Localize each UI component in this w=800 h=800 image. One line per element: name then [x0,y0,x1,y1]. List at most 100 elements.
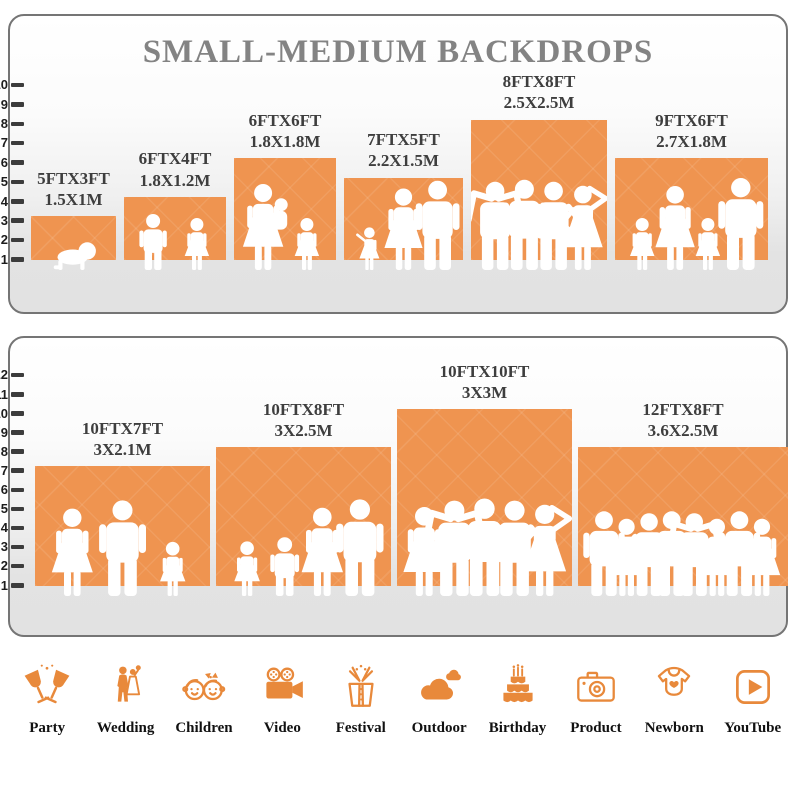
axis-tick-label: 1 [0,577,8,593]
backdrop-bar-12ftx8ft: 12FTX8FT 3.6X2.5M [578,400,788,596]
bar-size-ft: 6FTX6FT [248,110,322,130]
person-man [336,499,384,596]
axis-tick-label: 9 [0,96,8,112]
axis-tick-label: 3 [0,212,8,228]
axis-tick-label: 1 [0,251,8,267]
person-girl [160,541,186,596]
axis-tick [11,179,24,185]
category-label: Video [263,720,301,736]
person-woman-armup [559,185,607,270]
category-label: Wedding [96,720,155,736]
person-toddler [356,227,380,270]
axis-tick-label: 10 [0,77,8,93]
bar-size-m: 1.8X1.2M [139,170,211,190]
person-woman [655,186,695,270]
people-silhouettes [403,498,572,596]
axis-tick [11,82,24,88]
person-woman [301,507,343,596]
axis-tick-label: 8 [0,443,8,459]
axis-tick-label: 7 [0,135,8,151]
axis-tick [11,160,24,165]
people-silhouettes [471,179,607,270]
bar-size-m: 3X2.1M [93,440,152,460]
people-silhouettes [630,178,764,270]
children-icon [182,672,226,701]
bar-size-label: 10FTX10FT 3X3M [440,361,530,404]
axis-tick [11,430,24,435]
axis-tick-label: 6 [0,154,8,170]
large-panel: 123456789101112 10FTX7FT3X2.1M10FTX8FT3X… [0,336,788,637]
bar-size-label: 8FTX8FT 2.5X2.5M [503,71,576,114]
bar-size-m: 3X3M [461,382,508,402]
axis-tick-label: 10 [0,405,8,421]
axis-tick [11,199,24,204]
person-girl [695,218,721,270]
axis-tick [11,487,24,492]
bar-size-ft: 10FTX7FT [81,418,164,438]
person-woman [384,188,423,270]
axis-tick [11,525,24,531]
axis-tick-label: 7 [0,462,8,478]
category-party: Party [10,662,84,737]
bar-size-label: 9FTX6FT 2.7X1.8M [655,110,728,153]
axis-tick [11,583,24,588]
page-title: SMALL-MEDIUM BACKDROPS [142,34,654,70]
axis-tick [11,237,24,243]
backdrop-bar-8ftx8ft: 8FTX8FT 2.5X2.5M [471,72,607,270]
axis-tick-label: 11 [0,386,8,402]
axis-tick-label: 5 [0,174,8,190]
bar-size-ft: 7FTX5FT [367,130,440,150]
category-newborn: Newborn [637,662,711,737]
category-youtube: YouTube [716,662,790,737]
axis-tick [11,506,24,512]
person-woman [51,508,93,596]
category-icon-row: Party Wedding [8,662,792,737]
bar-size-label: 5FTX3FT 1.5X1M [37,168,110,211]
people-silhouettes [583,511,781,596]
people-silhouettes [139,214,210,270]
axis-tick [11,372,24,378]
category-birthday: Birthday [481,662,555,737]
axis-tick [11,411,24,416]
bar-size-ft: 5FTX3FT [37,168,110,188]
backdrop-bar-6ftx6ft: 6FTX6FT 1.8X1.8M [234,111,336,270]
person-woman [403,507,446,596]
person-man [718,178,764,270]
bar-size-m: 1.8X1.8M [249,131,321,151]
bar-size-ft: 12FTX8FT [642,399,724,419]
wedding-icon [116,665,141,702]
youtube-icon [735,670,770,704]
bar-size-m: 2.2X1.5M [368,151,439,171]
axis-tick [11,449,24,454]
axis-tick-label: 3 [0,539,8,555]
axis-tick-label: 12 [0,367,8,383]
backdrop-bar-7ftx5ft: 7FTX5FT 2.2X1.5M [344,130,463,270]
person-girl [184,218,210,270]
people-silhouettes [51,500,186,596]
category-outdoor: Outdoor [402,662,476,737]
bar-size-m: 3X2.5M [274,421,333,441]
axis-tick [11,392,24,397]
axis-tick-label: 9 [0,424,8,440]
small-medium-panel: SMALL-MEDIUM BACKDROPS 1 2 3 4 5 6 7 8 9 10 5FTX3… [0,14,788,314]
axis-tick [11,544,24,550]
outdoor-icon [421,669,462,700]
person-woman-armup [519,504,572,596]
video-icon [266,667,304,699]
axis-tick-label: 2 [0,558,8,574]
newborn-icon [658,666,691,696]
people-silhouettes [356,180,460,270]
axis-tick-label: 6 [0,482,8,497]
axis-tick-label: 4 [0,193,8,209]
birthday-icon [502,664,533,703]
axis-tick [11,218,24,223]
bar-size-m: 2.5X2.5M [503,93,575,113]
bar-size-m: 2.7X1.8M [656,131,727,151]
festival-icon [348,664,374,707]
backdrop-bar-6ftx4ft: 6FTX4FT 1.8X1.2M [124,149,226,270]
party-icon [24,664,70,704]
category-label: Product [570,720,622,736]
bar-size-m: 3.6X2.5M [647,421,719,441]
person-man [99,500,146,596]
person-boy [139,214,167,270]
